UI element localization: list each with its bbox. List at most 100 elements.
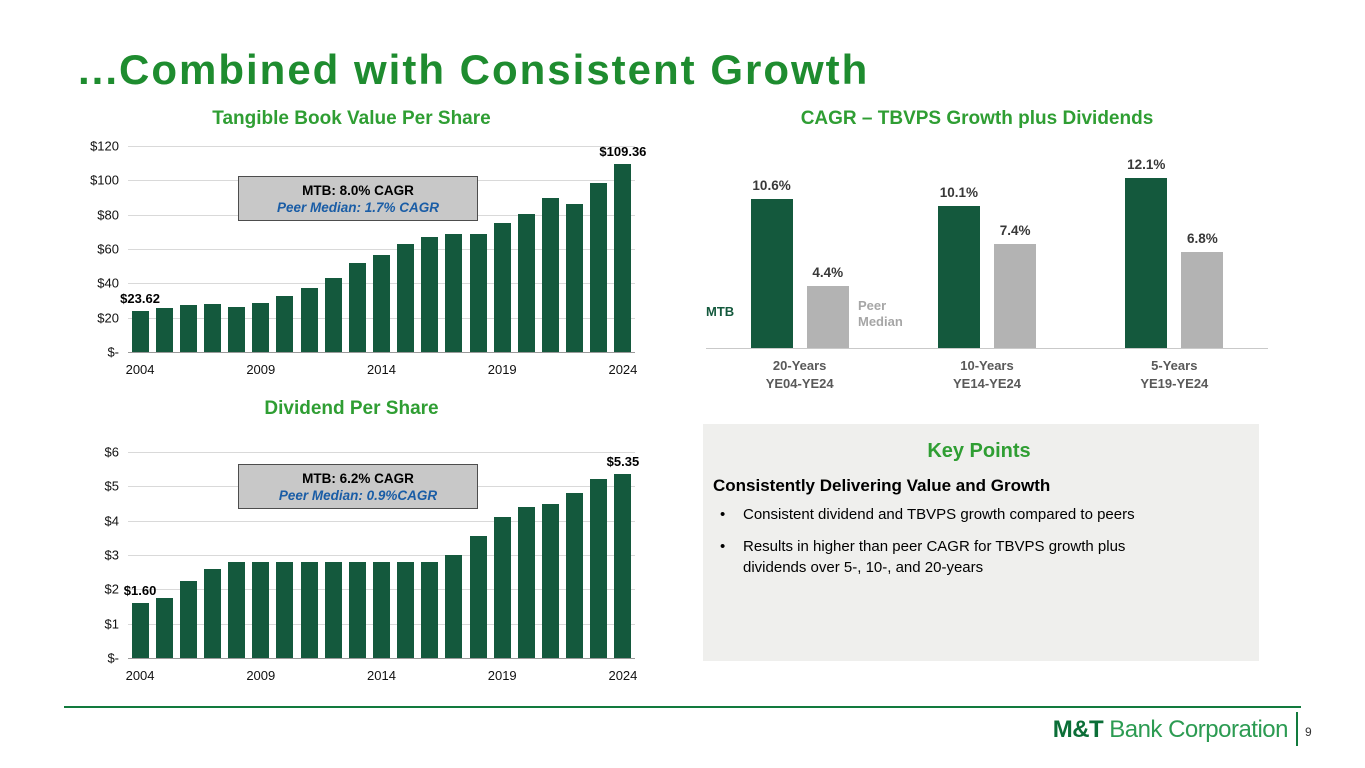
tbvps-bar-2008 bbox=[228, 307, 246, 352]
cagr-axis-label: 5-Years YE19-YE24 bbox=[1140, 357, 1208, 393]
y-axis-label: $80 bbox=[97, 207, 119, 223]
tbvps-bar-2016 bbox=[421, 236, 439, 352]
y-axis-label: $2 bbox=[104, 581, 119, 597]
tbvps-chart-title: Tangible Book Value Per Share bbox=[212, 108, 491, 129]
x-axis-label: 2009 bbox=[246, 668, 276, 683]
cagr-bar-peer-5-Years bbox=[1181, 252, 1224, 348]
cagr-chart: MTB Peer Median 10.6% 4.4% 20-Years YE04-YE… bbox=[706, 157, 1268, 391]
bullet-glyph: • bbox=[720, 506, 726, 523]
dps-bar-2015 bbox=[397, 561, 415, 658]
tbvps-callout-peer-line: Peer Median: 1.7% CAGR bbox=[276, 200, 440, 215]
peer-label-line2: Median bbox=[858, 314, 903, 329]
peer-median-series-label: Peer Median bbox=[858, 298, 903, 330]
dps-callout-peer-line: Peer Median: 0.9%CAGR bbox=[278, 488, 438, 503]
cagr-bar-peer-20-Years bbox=[806, 286, 849, 348]
mtb-series-label: MTB bbox=[706, 304, 735, 319]
y-axis-label: $6 bbox=[104, 444, 119, 460]
dps-bar-2020 bbox=[517, 506, 535, 658]
y-axis-label: $120 bbox=[90, 138, 119, 154]
x-axis-label: 2004 bbox=[125, 362, 155, 377]
bullet-glyph: • bbox=[720, 538, 726, 555]
cagr-bar-peer-10-Years bbox=[994, 243, 1037, 348]
tbvps-bar-2023 bbox=[590, 182, 608, 352]
gridline bbox=[128, 146, 635, 147]
tbvps-bar-2009 bbox=[252, 303, 270, 352]
tbvps-bar-2010 bbox=[276, 296, 294, 352]
dps-cagr-callout: MTB: 6.2% CAGR Peer Median: 0.9%CAGR bbox=[238, 464, 478, 509]
x-axis-label: 2019 bbox=[487, 362, 517, 377]
y-axis-label: $- bbox=[107, 650, 119, 666]
dps-bar-2009 bbox=[252, 561, 270, 658]
cagr-bar-mtb-10-Years bbox=[937, 205, 980, 348]
x-axis-label: 2004 bbox=[125, 668, 155, 683]
tbvps-value-label: $109.36 bbox=[599, 144, 647, 160]
dps-value-label: $1.60 bbox=[123, 583, 157, 599]
cagr-group-10-Years: 10.1% 7.4% 10-Years YE14-YE24 bbox=[893, 162, 1080, 391]
key-points-panel: Key Points Consistently Delivering Value… bbox=[703, 424, 1259, 661]
gridline bbox=[128, 658, 635, 659]
dps-bar-2013 bbox=[348, 561, 366, 658]
tbvps-bar-2007 bbox=[204, 303, 221, 352]
key-points-bullet-1: • Consistent dividend and TBVPS growth c… bbox=[713, 504, 1245, 525]
y-axis-label: $3 bbox=[104, 547, 119, 563]
cagr-value-label: 4.4% bbox=[812, 265, 844, 280]
gridline bbox=[128, 452, 635, 453]
dps-bar-2014 bbox=[373, 561, 390, 658]
dps-bar-2018 bbox=[469, 536, 487, 658]
tbvps-bar-2011 bbox=[300, 287, 318, 352]
tbvps-bar-2004 bbox=[131, 311, 149, 352]
dps-bar-2011 bbox=[300, 561, 318, 658]
dps-bar-2006 bbox=[179, 580, 197, 658]
y-axis-label: $- bbox=[107, 344, 119, 360]
logo-mt: M&T bbox=[1052, 716, 1104, 743]
tbvps-value-label: $23.62 bbox=[120, 291, 160, 307]
cagr-value-label: 10.6% bbox=[752, 177, 791, 193]
dps-bar-2023 bbox=[590, 479, 608, 658]
dps-bar-2022 bbox=[566, 493, 584, 658]
x-axis-label: 2014 bbox=[367, 362, 396, 377]
cagr-axis-period: 10-Years bbox=[960, 358, 1014, 373]
tbvps-bar-2021 bbox=[542, 198, 559, 352]
tbvps-bar-2013 bbox=[348, 262, 366, 352]
tbvps-bar-2005 bbox=[155, 308, 173, 352]
cagr-axis-range: YE04-YE24 bbox=[765, 376, 834, 391]
footer-divider bbox=[64, 706, 1301, 708]
dps-bar-2004 bbox=[131, 603, 149, 658]
cagr-axis-label: 10-Years YE14-YE24 bbox=[953, 357, 1021, 393]
y-axis-label: $20 bbox=[97, 310, 119, 326]
peer-label-line1: Peer bbox=[858, 298, 887, 313]
tbvps-bar-2014 bbox=[373, 255, 390, 352]
cagr-axis-period: 5-Years bbox=[1151, 358, 1198, 373]
key-points-title: Key Points bbox=[927, 440, 1031, 462]
y-axis-label: $60 bbox=[97, 241, 119, 257]
cagr-group-20-Years: 10.6% 4.4% 20-Years YE04-YE24 bbox=[706, 162, 893, 391]
gridline bbox=[128, 555, 635, 556]
gridline bbox=[128, 249, 635, 250]
cagr-value-label: 6.8% bbox=[1187, 231, 1218, 247]
tbvps-bar-2015 bbox=[397, 243, 415, 352]
dps-bar-2017 bbox=[445, 555, 463, 658]
dps-chart: MTB: 6.2% CAGR Peer Median: 0.9%CAGR $- $… bbox=[105, 445, 640, 684]
tbvps-chart: MTB: 8.0% CAGR Peer Median: 1.7% CAGR $-… bbox=[90, 139, 646, 378]
tbvps-bar-2018 bbox=[469, 234, 487, 352]
dps-callout-mtb-line: MTB: 6.2% CAGR bbox=[302, 471, 414, 486]
dps-bar-2019 bbox=[493, 517, 511, 658]
x-axis-label: 2024 bbox=[608, 668, 638, 683]
y-axis-label: $4 bbox=[104, 513, 119, 529]
cagr-value-label: 7.4% bbox=[999, 222, 1031, 238]
logo-bank-corporation: Bank Corporation bbox=[1109, 716, 1288, 743]
x-axis-label: 2009 bbox=[246, 362, 276, 377]
dps-bar-2024 bbox=[614, 474, 632, 658]
tbvps-bar-2019 bbox=[493, 223, 511, 352]
dps-bar-2005 bbox=[155, 597, 173, 658]
dps-bar-2008 bbox=[228, 561, 246, 658]
tbvps-callout-mtb-line: MTB: 8.0% CAGR bbox=[302, 183, 414, 198]
dps-bar-2021 bbox=[542, 503, 559, 658]
key-points-bullet-2-text: Results in higher than peer CAGR for TBV… bbox=[743, 538, 1126, 576]
key-points-heading: Consistently Delivering Value and Growth bbox=[713, 476, 1051, 495]
dps-bar-2010 bbox=[276, 561, 294, 658]
key-points-bullet-2: • Results in higher than peer CAGR for T… bbox=[713, 536, 1245, 578]
y-axis-label: $40 bbox=[97, 275, 119, 291]
x-axis-label: 2024 bbox=[608, 362, 638, 377]
cagr-axis-range: YE19-YE24 bbox=[1140, 376, 1209, 391]
